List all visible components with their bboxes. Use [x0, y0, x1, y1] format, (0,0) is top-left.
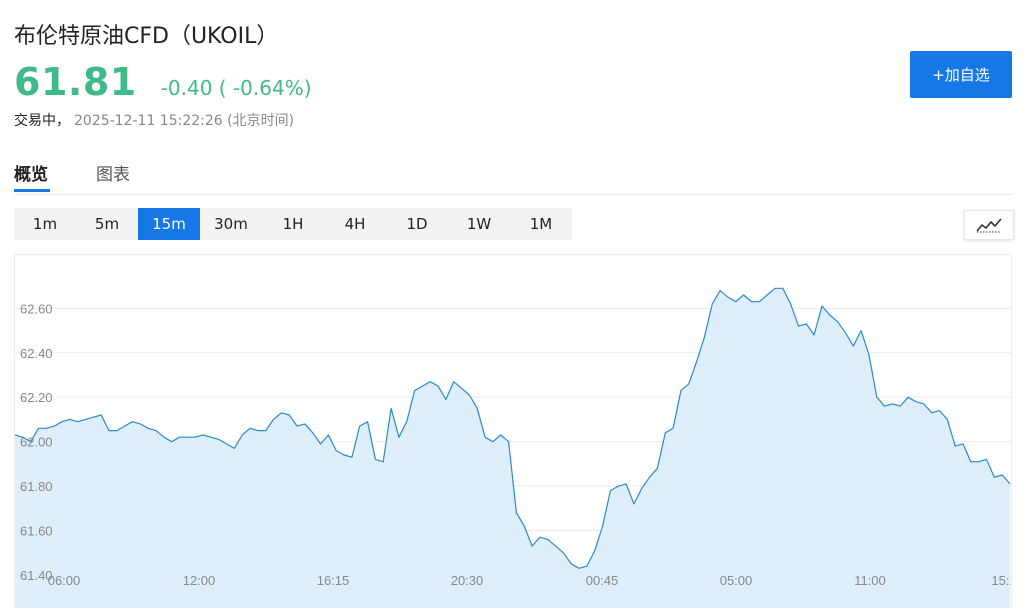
interval-1h[interactable]: 1H [282, 215, 304, 233]
active-tab-indicator [14, 189, 50, 192]
price-line [15, 287, 1011, 569]
line-chart-icon [976, 218, 1002, 233]
x-tick-label: 05:00 [720, 573, 753, 588]
y-tick-label: 61.60 [20, 524, 53, 539]
timestamp: 2025-12-11 15:22:26 (北京时间) [74, 113, 295, 129]
interval-5m[interactable]: 5m [94, 215, 120, 233]
x-tick-label: 12:00 [183, 573, 216, 588]
interval-30m[interactable]: 30m [214, 215, 248, 233]
add-to-watchlist-button[interactable]: +加自选 [910, 51, 1012, 98]
price-area [15, 288, 1010, 608]
current-price: 61.81 [14, 60, 137, 104]
instrument-title: 布伦特原油CFD（UKOIL） [14, 24, 279, 49]
x-tick-label: 16:15 [317, 573, 350, 588]
tab-chart[interactable]: 图表 [96, 165, 130, 185]
trading-status: 交易中， [14, 113, 70, 129]
y-tick-label: 62.40 [20, 346, 53, 361]
price-row: 61.81 -0.40 ( -0.64%) [14, 60, 312, 104]
price-chart-svg[interactable]: 61.40 61.60 61.80 62.00 62.20 62.40 62.60 06:00… [15, 255, 1012, 608]
price-change: -0.40 ( -0.64%) [160, 76, 312, 100]
x-tick-label: 15:1 [991, 573, 1012, 588]
trading-status-row: 交易中， 2025-12-11 15:22:26 (北京时间) [14, 110, 294, 130]
interval-1m[interactable]: 1m [32, 215, 58, 233]
y-tick-label: 61.80 [20, 479, 53, 494]
interval-1d[interactable]: 1D [406, 215, 428, 233]
y-tick-label: 62.00 [20, 435, 53, 450]
x-tick-label: 06:00 [48, 573, 81, 588]
price-chart[interactable]: 61.40 61.60 61.80 62.00 62.20 62.40 62.60 06:00… [14, 254, 1012, 608]
x-tick-label: 20:30 [451, 573, 484, 588]
y-tick-label: 62.20 [20, 390, 53, 405]
y-tick-label: 61.40 [20, 568, 53, 583]
tab-bar: 概览 图表 [14, 158, 1012, 195]
chart-type-button[interactable] [964, 210, 1014, 240]
y-tick-label: 62.60 [20, 301, 53, 316]
x-tick-label: 11:00 [854, 573, 886, 588]
interval-4h[interactable]: 4H [344, 215, 366, 233]
interval-15m[interactable]: 15m [138, 208, 200, 240]
x-tick-label: 00:45 [586, 573, 619, 588]
interval-selector: 1m 5m 15m 30m 1H 4H 1D 1W 1M [14, 208, 572, 240]
interval-1w[interactable]: 1W [466, 215, 492, 233]
interval-1mo[interactable]: 1M [529, 215, 553, 233]
tab-overview[interactable]: 概览 [14, 165, 48, 185]
